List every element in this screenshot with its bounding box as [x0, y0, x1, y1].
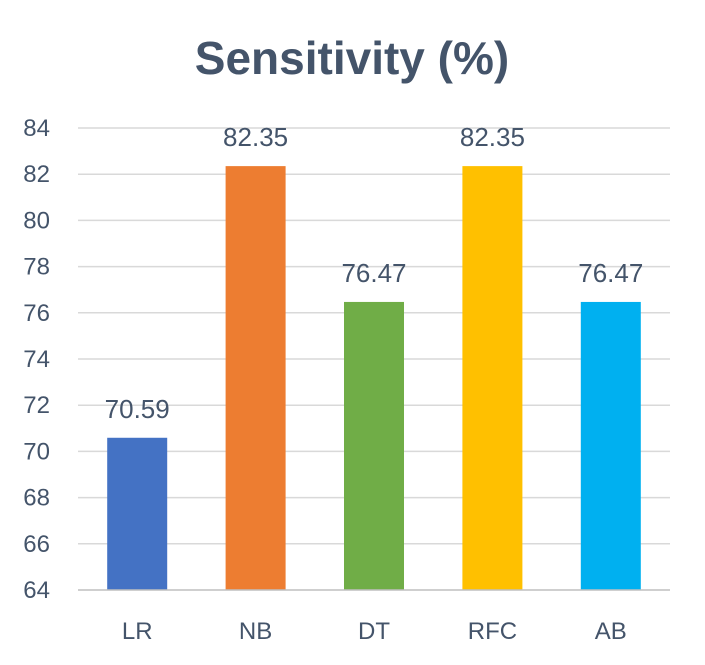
data-label: 76.47 — [341, 258, 406, 288]
y-tick-label: 68 — [23, 485, 50, 512]
bar-nb — [225, 166, 286, 591]
data-label: 82.35 — [460, 122, 525, 152]
y-tick-label: 82 — [23, 161, 50, 188]
x-category-label: NB — [239, 618, 272, 645]
bar-lr — [107, 437, 168, 590]
x-axis-category-labels: LR NB DT RFC AB — [122, 618, 627, 645]
y-tick-label: 74 — [23, 346, 50, 373]
x-category-label: LR — [122, 618, 153, 645]
bar-dt — [344, 301, 404, 590]
data-labels: 70.59 82.35 76.47 82.35 76.47 — [105, 122, 644, 424]
data-label: 70.59 — [105, 394, 170, 424]
y-tick-label: 78 — [23, 254, 50, 281]
bars — [107, 166, 641, 591]
y-tick-label: 72 — [23, 392, 50, 419]
y-tick-label: 70 — [23, 438, 50, 465]
x-category-label: AB — [595, 618, 627, 645]
x-category-label: RFC — [468, 618, 517, 645]
y-axis-tick-labels: 64 66 68 70 72 74 76 78 80 82 84 — [23, 115, 50, 604]
bar-ab — [580, 301, 641, 590]
y-tick-label: 80 — [23, 207, 50, 234]
y-tick-label: 76 — [23, 300, 50, 327]
y-tick-label: 84 — [23, 115, 50, 142]
bar-rfc — [462, 166, 523, 591]
x-category-label: DT — [358, 618, 390, 645]
y-tick-label: 66 — [23, 531, 50, 558]
y-tick-label: 64 — [23, 577, 50, 604]
data-label: 76.47 — [578, 258, 643, 288]
data-label: 82.35 — [223, 122, 288, 152]
chart-title: Sensitivity (%) — [195, 32, 509, 84]
